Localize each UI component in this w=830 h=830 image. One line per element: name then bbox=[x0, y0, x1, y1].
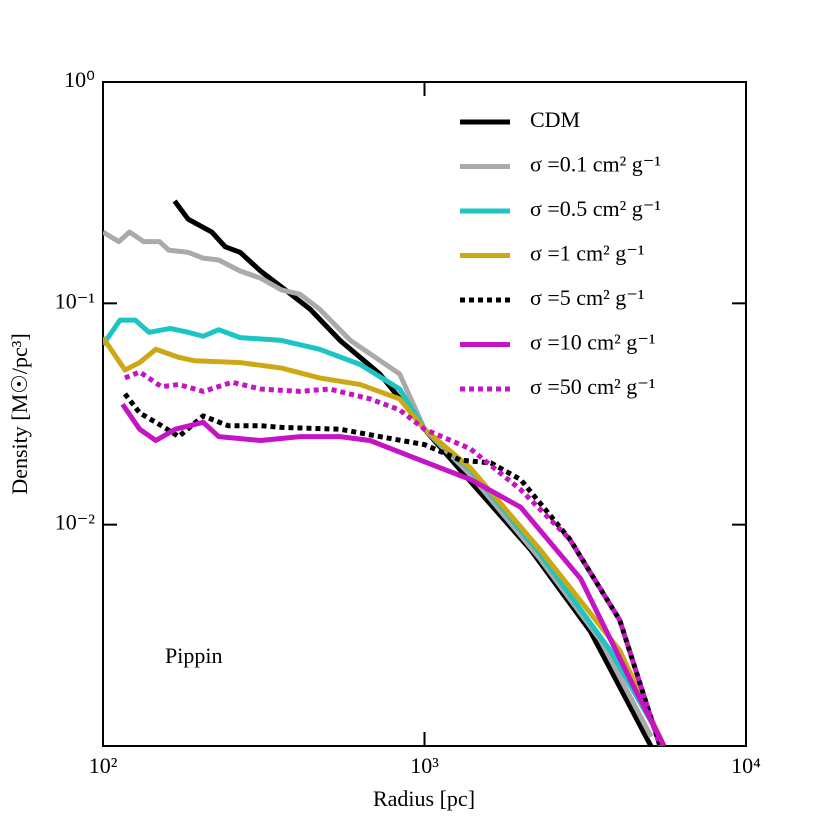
series-line bbox=[123, 369, 663, 746]
x-tick-label: 10⁴ bbox=[731, 753, 761, 778]
annotation: Pippin bbox=[165, 643, 222, 668]
legend-label: σ =1 cm² g⁻¹ bbox=[530, 241, 644, 266]
series-line bbox=[120, 402, 667, 746]
x-axis-label: Radius [pc] bbox=[373, 786, 475, 811]
series-line bbox=[172, 199, 654, 746]
y-axis-label: Density [M☉/pc³] bbox=[7, 333, 32, 494]
y-tick-label: 10⁰ bbox=[64, 67, 95, 92]
legend-label: CDM bbox=[530, 107, 580, 132]
y-tick-label: 10⁻¹ bbox=[55, 288, 95, 313]
y-tick-label: 10⁻² bbox=[55, 510, 96, 535]
legend-label: σ =5 cm² g⁻¹ bbox=[530, 285, 644, 310]
legend-label: σ =0.5 cm² g⁻¹ bbox=[530, 196, 661, 221]
series-line bbox=[103, 336, 667, 746]
x-tick-label: 10² bbox=[89, 753, 118, 778]
legend-label: σ =0.1 cm² g⁻¹ bbox=[530, 152, 661, 177]
plot-area bbox=[103, 199, 667, 746]
x-tick-label: 10³ bbox=[410, 753, 439, 778]
legend-label: σ =10 cm² g⁻¹ bbox=[530, 330, 655, 355]
legend-label: σ =50 cm² g⁻¹ bbox=[530, 374, 655, 399]
